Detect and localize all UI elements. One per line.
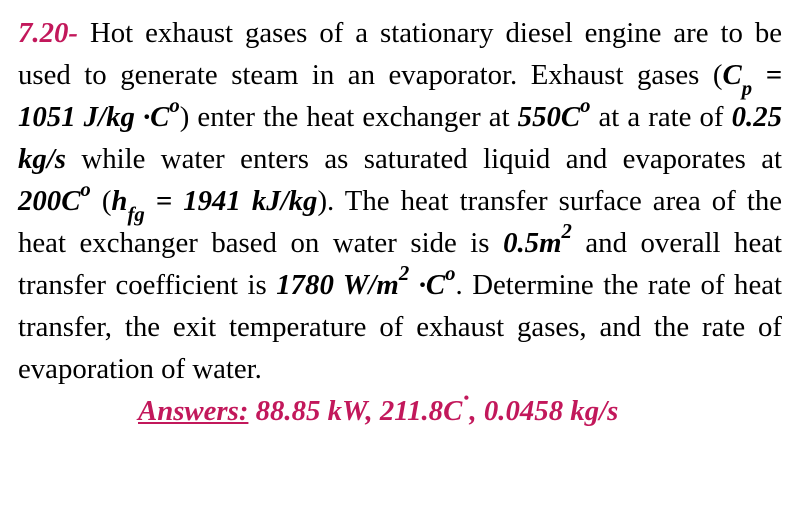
surface-area-sup: 2 [561,221,571,243]
problem-text-4: while water enters as saturated liquid a… [66,143,782,175]
cp-degree: o [169,95,179,117]
overall-u-sup: 2 [399,263,409,285]
evap-temp: 200Co [18,185,91,217]
exhaust-temp: 550Co [518,101,591,133]
hfg-value: = 1941 kJ/kg [145,185,318,217]
hfg-sub: fg [127,204,144,226]
surface-area-val: 0.5m [503,227,561,259]
evap-temp-deg: o [80,179,90,201]
exhaust-temp-deg: o [580,95,590,117]
answers-part-2: , 0.0458 kg/s [470,395,619,427]
answers-part-1: 88.85 kW, 211.8C [248,395,462,427]
overall-u-tail: ·C [409,269,445,301]
problem-text-3: at a rate of [590,101,731,133]
problem-number: 7.20- [18,17,78,49]
answers-line: Answers: 88.85 kW, 211.8C , 0.0458 kg/s [18,390,782,432]
answers-degree-dot [462,395,469,427]
problem-text-1: Hot exhaust gases of a stationary diesel… [18,17,782,91]
overall-u: 1780 W/m2 ·Co [276,269,455,301]
evap-temp-val: 200C [18,185,80,217]
hfg-symbol: hfg = 1941 kJ/kg [111,185,317,217]
hfg-base: h [111,185,127,217]
problem-paragraph: 7.20- Hot exhaust gases of a stationary … [18,12,782,390]
surface-area: 0.5m2 [503,227,572,259]
cp-symbol-sub: p [742,78,752,100]
problem-text-2: ) enter the heat exchanger at [180,101,518,133]
answers-label: Answers: [138,395,248,427]
overall-u-deg: o [445,263,455,285]
problem-text-5: ( [91,185,112,217]
exhaust-temp-val: 550C [518,101,580,133]
answers-values: 88.85 kW, 211.8C , 0.0458 kg/s [248,395,618,427]
problem-page: 7.20- Hot exhaust gases of a stationary … [0,0,800,532]
overall-u-val: 1780 W/m [276,269,399,301]
cp-symbol-base: C [723,59,742,91]
